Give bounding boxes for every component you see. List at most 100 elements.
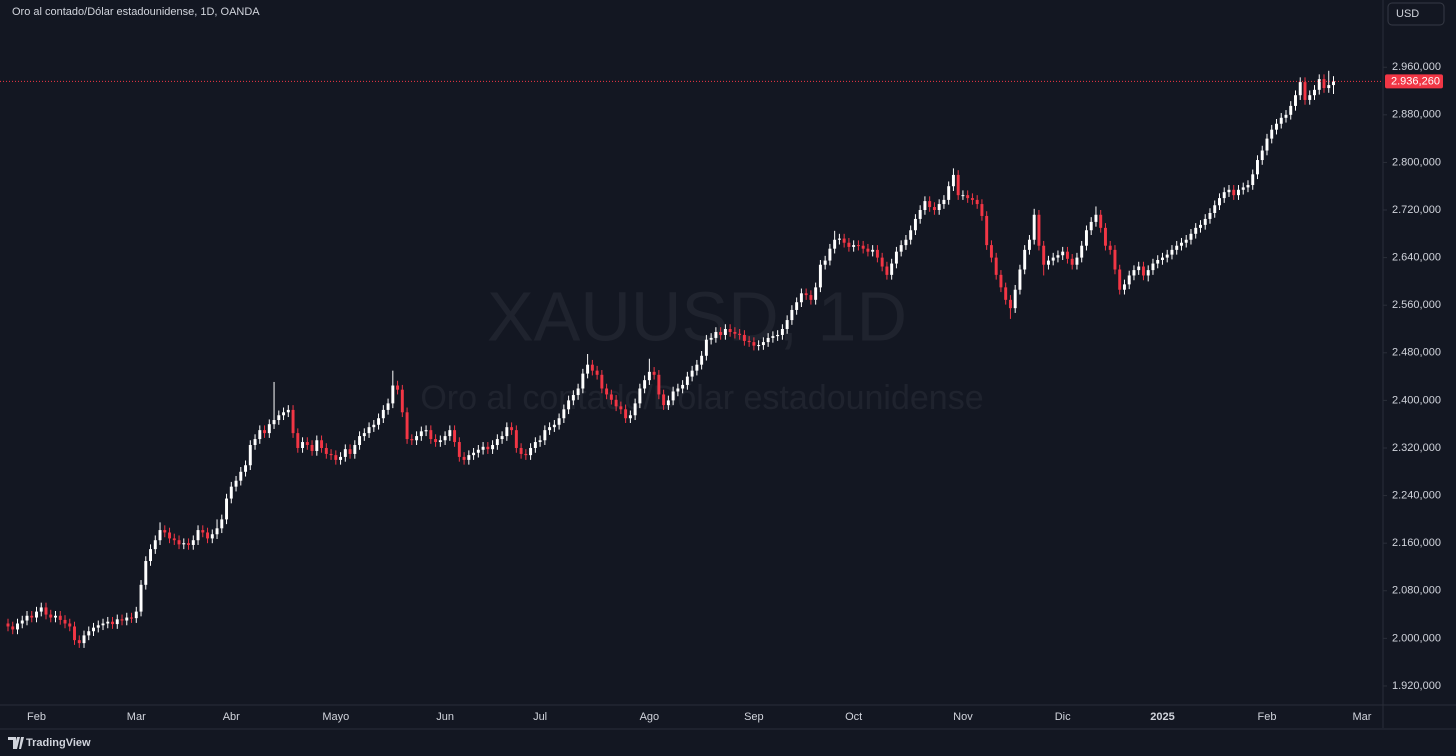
candle-body: [961, 195, 965, 197]
candle-body: [714, 331, 718, 338]
candle-body: [87, 631, 91, 636]
candle-body: [932, 207, 936, 211]
y-tick-label: 2.960,000: [1392, 61, 1441, 73]
candle-body: [1080, 245, 1084, 258]
candle-body: [1265, 138, 1269, 151]
candle-body: [1042, 245, 1046, 265]
candle-body: [225, 498, 229, 520]
y-tick-label: 2.320,000: [1392, 442, 1441, 454]
candle-body: [286, 409, 290, 413]
candle-body: [381, 409, 385, 419]
candle-body: [272, 420, 276, 425]
candle-body: [1241, 187, 1245, 190]
logo: TradingView: [8, 737, 91, 749]
candle-body: [747, 340, 751, 343]
candle-body: [1208, 212, 1212, 219]
candle-body: [1075, 257, 1079, 265]
candle-body: [904, 239, 908, 246]
candle-body: [1322, 79, 1326, 89]
candle-body: [557, 418, 561, 425]
y-tick-label: 1.920,000: [1392, 680, 1441, 692]
candle-body: [158, 530, 162, 541]
candle-body: [1213, 205, 1217, 213]
x-tick-label: Nov: [953, 711, 973, 723]
candle-body: [928, 201, 932, 208]
candle-body: [1260, 150, 1264, 161]
candle-body: [1160, 257, 1164, 260]
candle-body: [139, 584, 143, 612]
candle-body: [657, 374, 661, 395]
candle-body: [989, 245, 993, 258]
candle-body: [799, 293, 803, 303]
candle-body: [305, 442, 309, 446]
candle-body: [1313, 89, 1316, 96]
candle-body: [804, 293, 808, 296]
candle-body: [172, 538, 176, 541]
candle-body: [633, 403, 637, 416]
candle-body: [894, 251, 898, 264]
candle-body: [514, 430, 518, 448]
currency-button-frame[interactable]: [1387, 2, 1445, 26]
candle-body: [63, 619, 67, 624]
x-tick-label: 2025: [1150, 711, 1174, 723]
candle-body: [367, 427, 371, 434]
x-tick-label: Feb: [27, 711, 46, 723]
plot-area: [6, 70, 1335, 648]
currency-label[interactable]: USD: [1396, 8, 1419, 20]
candle-body: [1175, 245, 1179, 250]
candle-body: [1127, 275, 1131, 285]
candle-body: [1256, 160, 1259, 175]
candle-body: [1298, 82, 1302, 96]
candle-body: [1032, 214, 1036, 240]
watermark-symbol: XAUUSD, 1D: [487, 277, 907, 355]
candle-body: [253, 439, 257, 446]
candle-body: [951, 174, 955, 187]
candle-body: [443, 436, 447, 441]
candle-body: [766, 337, 770, 343]
candle-body: [92, 627, 95, 632]
candle-body: [685, 376, 689, 385]
candle-body: [662, 394, 666, 406]
candle-body: [595, 370, 599, 375]
candle-body: [837, 238, 841, 240]
candle-body: [163, 530, 167, 533]
candle-body: [1037, 214, 1041, 246]
candle-body: [980, 204, 984, 216]
candle-body: [942, 199, 946, 205]
candle-body: [6, 623, 10, 627]
candle-body: [975, 199, 979, 205]
candle-body: [576, 388, 580, 396]
currency-button[interactable]: USD: [1387, 2, 1445, 26]
candle-body: [776, 334, 780, 337]
candle-body: [619, 406, 623, 410]
watermark: XAUUSD, 1D Oro al contado/Dólar estadoun…: [420, 277, 983, 417]
candle-body: [899, 245, 903, 252]
candle-body: [966, 195, 970, 199]
candle-body: [1170, 249, 1174, 255]
candle-body: [1203, 218, 1207, 225]
candle-body: [125, 617, 129, 621]
candle-body: [548, 427, 552, 431]
y-tick-label: 2.800,000: [1392, 156, 1441, 168]
candle-body: [624, 409, 628, 419]
candle-body: [495, 439, 499, 446]
candle-body: [362, 433, 366, 437]
candle-body: [814, 287, 818, 300]
candle-body: [913, 218, 917, 231]
x-tick-label: Feb: [1257, 711, 1276, 723]
candle-body: [491, 445, 495, 450]
candle-body: [538, 440, 542, 443]
candle-body: [856, 245, 860, 247]
candle-body: [723, 329, 727, 335]
candle-body: [486, 446, 490, 450]
candle-body: [628, 415, 632, 419]
candle-body: [1118, 269, 1122, 290]
candle-body: [134, 611, 138, 619]
candle-body: [500, 436, 504, 440]
candle-body: [282, 412, 286, 416]
candle-body: [571, 395, 575, 401]
candle-body: [738, 333, 742, 335]
candle-body: [153, 540, 157, 550]
candle-body: [215, 528, 219, 535]
candle-body: [1218, 198, 1221, 206]
